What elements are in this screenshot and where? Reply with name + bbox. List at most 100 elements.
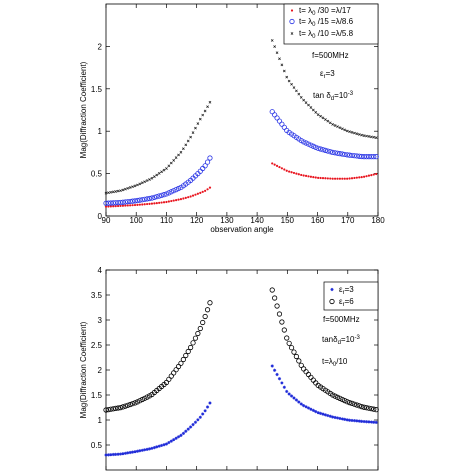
data-point xyxy=(196,122,200,125)
data-point xyxy=(144,394,150,400)
annotation-freq: f=500MHz xyxy=(312,51,349,60)
data-point xyxy=(162,443,166,447)
data-point xyxy=(283,168,286,171)
data-point xyxy=(138,203,141,206)
data-point xyxy=(355,132,359,136)
data-point xyxy=(150,446,154,450)
data-point xyxy=(156,193,162,199)
data-point xyxy=(157,444,161,448)
data-point xyxy=(331,415,335,419)
data-point xyxy=(155,173,159,177)
data-point xyxy=(338,126,342,130)
data-point xyxy=(348,130,351,134)
data-point xyxy=(168,373,174,379)
legend-text: ε xyxy=(339,297,343,306)
series-1 xyxy=(103,109,379,206)
data-point xyxy=(340,417,344,421)
data-point xyxy=(303,140,309,146)
data-point xyxy=(273,45,276,48)
data-point xyxy=(374,420,378,424)
data-point xyxy=(202,163,208,169)
data-point xyxy=(339,396,345,403)
data-point xyxy=(195,330,201,337)
data-point xyxy=(310,377,316,383)
data-point xyxy=(362,134,366,137)
data-point xyxy=(110,200,116,206)
data-point xyxy=(109,205,112,208)
data-point xyxy=(286,340,292,346)
data-point xyxy=(356,403,362,409)
data-point xyxy=(118,452,123,456)
y-tick-label: 3 xyxy=(98,316,103,325)
data-point xyxy=(117,404,124,411)
data-point xyxy=(134,399,141,405)
data-point xyxy=(317,176,320,179)
data-point xyxy=(332,150,338,156)
data-point xyxy=(307,103,310,107)
data-point xyxy=(184,196,187,199)
top-chart: 0 0.5 1 1.5 2 90 100 110 120 130 140 150 160 170 180 ob… xyxy=(79,3,385,234)
data-point xyxy=(299,402,303,406)
data-point xyxy=(175,199,178,202)
data-point xyxy=(326,119,330,123)
data-point xyxy=(341,177,344,180)
data-point xyxy=(345,129,349,133)
data-point xyxy=(277,377,282,381)
annotation-tan: tanδd=10-3 xyxy=(322,335,360,346)
data-point xyxy=(276,311,283,317)
data-point xyxy=(172,438,176,442)
data-point xyxy=(140,448,144,452)
data-point xyxy=(129,401,136,407)
data-point xyxy=(181,431,185,435)
legend: εr=3εr=6 xyxy=(323,281,379,311)
data-point xyxy=(186,427,190,431)
data-point xyxy=(353,176,356,180)
data-point xyxy=(313,380,319,386)
data-point xyxy=(373,154,379,160)
data-point xyxy=(122,199,128,205)
data-point xyxy=(152,446,156,450)
data-point xyxy=(307,175,310,178)
legend-entry: t= λ0 /10 =λ/5.8 xyxy=(299,29,354,40)
data-point xyxy=(147,447,152,451)
data-point xyxy=(109,453,113,457)
data-point xyxy=(328,121,332,125)
data-point xyxy=(334,150,341,156)
data-point xyxy=(317,146,324,152)
data-point xyxy=(148,178,151,181)
series-0 xyxy=(104,162,378,208)
data-point xyxy=(370,135,373,139)
annotation-subscript: d xyxy=(331,96,334,102)
data-point xyxy=(358,176,361,179)
data-point xyxy=(117,199,124,206)
data-point xyxy=(104,205,108,208)
data-point xyxy=(173,367,179,373)
legend-text: =6 xyxy=(345,297,355,306)
data-point xyxy=(127,198,133,205)
data-point xyxy=(175,363,182,370)
data-point xyxy=(114,205,117,208)
data-point xyxy=(274,303,280,309)
annotation-superscript: -3 xyxy=(348,91,354,97)
y-tick-label: 1 xyxy=(98,127,103,136)
annotation-text: tan δ xyxy=(313,91,331,100)
data-point xyxy=(180,356,186,363)
annotation-superscript: -3 xyxy=(355,335,361,341)
data-point xyxy=(167,164,171,168)
data-point xyxy=(367,174,371,177)
data-point xyxy=(299,96,303,99)
legend-subscript: 0 xyxy=(312,11,316,17)
data-point xyxy=(154,194,160,200)
annotation-text: /10 xyxy=(336,357,348,366)
data-point xyxy=(329,177,332,180)
data-point xyxy=(196,418,200,422)
data-point xyxy=(202,313,208,320)
data-point xyxy=(157,172,161,175)
legend: t= λ0 /30 =λ/17t= λ0 /15 =λ/8.6t= λ0 /10… xyxy=(283,3,379,45)
data-point xyxy=(196,192,199,195)
data-point xyxy=(187,196,190,199)
data-point xyxy=(368,406,374,412)
legend-text: /10 =λ/5.8 xyxy=(315,29,353,38)
data-point xyxy=(113,200,119,206)
